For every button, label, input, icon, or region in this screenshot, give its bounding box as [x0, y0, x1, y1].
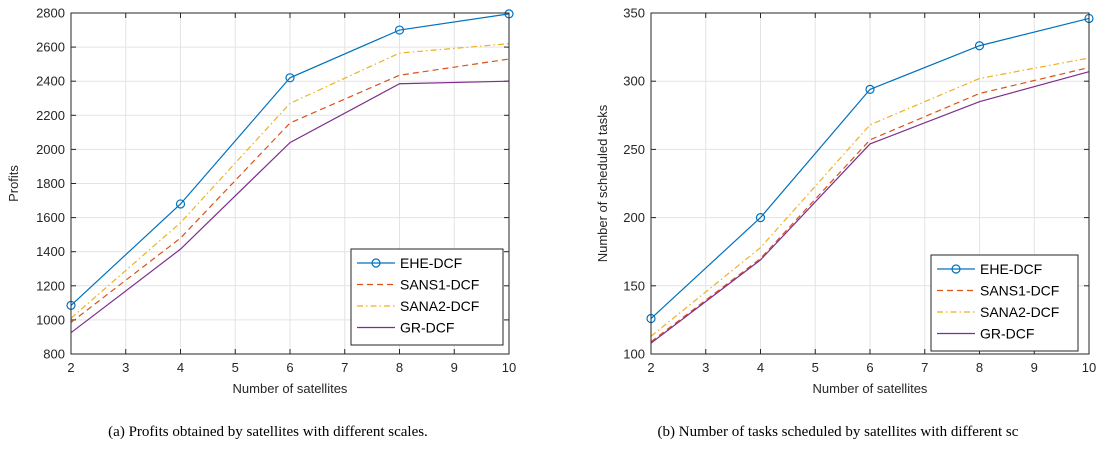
x-tick-label: 8 [976, 360, 983, 375]
x-tick-label: 4 [757, 360, 764, 375]
y-tick-label: 100 [623, 347, 645, 362]
y-axis-label: Profits [6, 165, 21, 202]
y-tick-label: 300 [623, 74, 645, 89]
x-tick-label: 9 [451, 360, 458, 375]
x-axis-label: Number of satellites [813, 381, 928, 396]
x-tick-label: 2 [647, 360, 654, 375]
y-tick-label: 200 [623, 210, 645, 225]
data-point [394, 25, 405, 35]
x-tick-label: 3 [702, 360, 709, 375]
legend-marker [371, 258, 381, 268]
y-tick-label: 1000 [36, 312, 65, 327]
data-point [755, 213, 766, 223]
series-line-ehe-dcf [650, 17, 1090, 319]
series-line-sans1-dcf [70, 58, 510, 323]
x-tick-label: 6 [286, 360, 293, 375]
legend-entry: EHE-DCF [980, 261, 1042, 277]
x-axis-label: Number of satellites [233, 381, 348, 396]
chart-a: 2 3 4 5 6 7 8 9 10 800 1000 1200 1400 1600 1800 2000 220… [6, 6, 516, 441]
data-point [175, 199, 186, 209]
chart-b: 2 3 4 5 6 7 8 9 10 100 150 200 250 300 350 Number of sa… [595, 6, 1096, 441]
data-point [285, 73, 295, 83]
legend-entry: GR-DCF [400, 320, 454, 336]
data-point [974, 41, 985, 51]
y-tick-label: 1600 [36, 210, 65, 225]
y-tick-label: 2000 [36, 142, 65, 157]
x-tick-label: 5 [232, 360, 239, 375]
y-tick-label: 2400 [36, 74, 65, 89]
x-tick-label: 3 [122, 360, 129, 375]
legend-box [350, 248, 504, 346]
x-tick-label: 5 [812, 360, 819, 375]
series-line-ehe-dcf [70, 13, 510, 306]
x-tick-label: 8 [396, 360, 403, 375]
legend: EHE-DCF SANS1-DCF SANA2-DCF GR-DCF [350, 248, 504, 346]
y-tick-label: 800 [43, 347, 65, 362]
series-line-gr-dcf [70, 80, 510, 334]
series-line-sans1-dcf [650, 66, 1090, 343]
y-tick-label: 1200 [36, 278, 65, 293]
legend-entry: GR-DCF [980, 326, 1034, 342]
series-line-sana2-dcf [70, 43, 510, 319]
legend-marker [951, 264, 961, 274]
legend: EHE-DCF SANS1-DCF SANA2-DCF GR-DCF [930, 254, 1079, 352]
x-tick-label: 10 [502, 360, 516, 375]
y-tick-label: 1400 [36, 244, 65, 259]
data-point [865, 84, 875, 94]
y-tick-label: 1800 [36, 176, 65, 191]
series-line-gr-dcf [650, 71, 1090, 344]
legend-entry: SANA2-DCF [400, 298, 479, 314]
y-tick-label: 350 [623, 6, 645, 21]
plot-frame [70, 12, 510, 355]
y-tick-label: 150 [623, 278, 645, 293]
y-tick-label: 2200 [36, 108, 65, 123]
figure-caption: (b) Number of tasks scheduled by satelli… [658, 424, 1019, 440]
x-tick-label: 4 [177, 360, 184, 375]
x-tick-label: 6 [866, 360, 873, 375]
legend-entry: SANS1-DCF [980, 283, 1059, 299]
figure-caption: (a) Profits obtained by satellites with … [108, 424, 428, 440]
legend-box [930, 254, 1079, 352]
y-tick-label: 250 [623, 142, 645, 157]
legend-entry: EHE-DCF [400, 255, 462, 271]
series-line-sana2-dcf [650, 57, 1090, 337]
y-tick-label: 2800 [36, 6, 65, 21]
y-tick-label: 2600 [36, 40, 65, 55]
plot-frame [650, 12, 1090, 355]
legend-entry: SANA2-DCF [980, 304, 1059, 320]
x-tick-label: 9 [1031, 360, 1038, 375]
x-tick-label: 10 [1082, 360, 1096, 375]
x-tick-label: 7 [921, 360, 928, 375]
x-tick-label: 7 [341, 360, 348, 375]
x-tick-label: 2 [67, 360, 74, 375]
y-axis-label: Number of scheduled tasks [595, 104, 610, 262]
legend-entry: SANS1-DCF [400, 277, 479, 293]
